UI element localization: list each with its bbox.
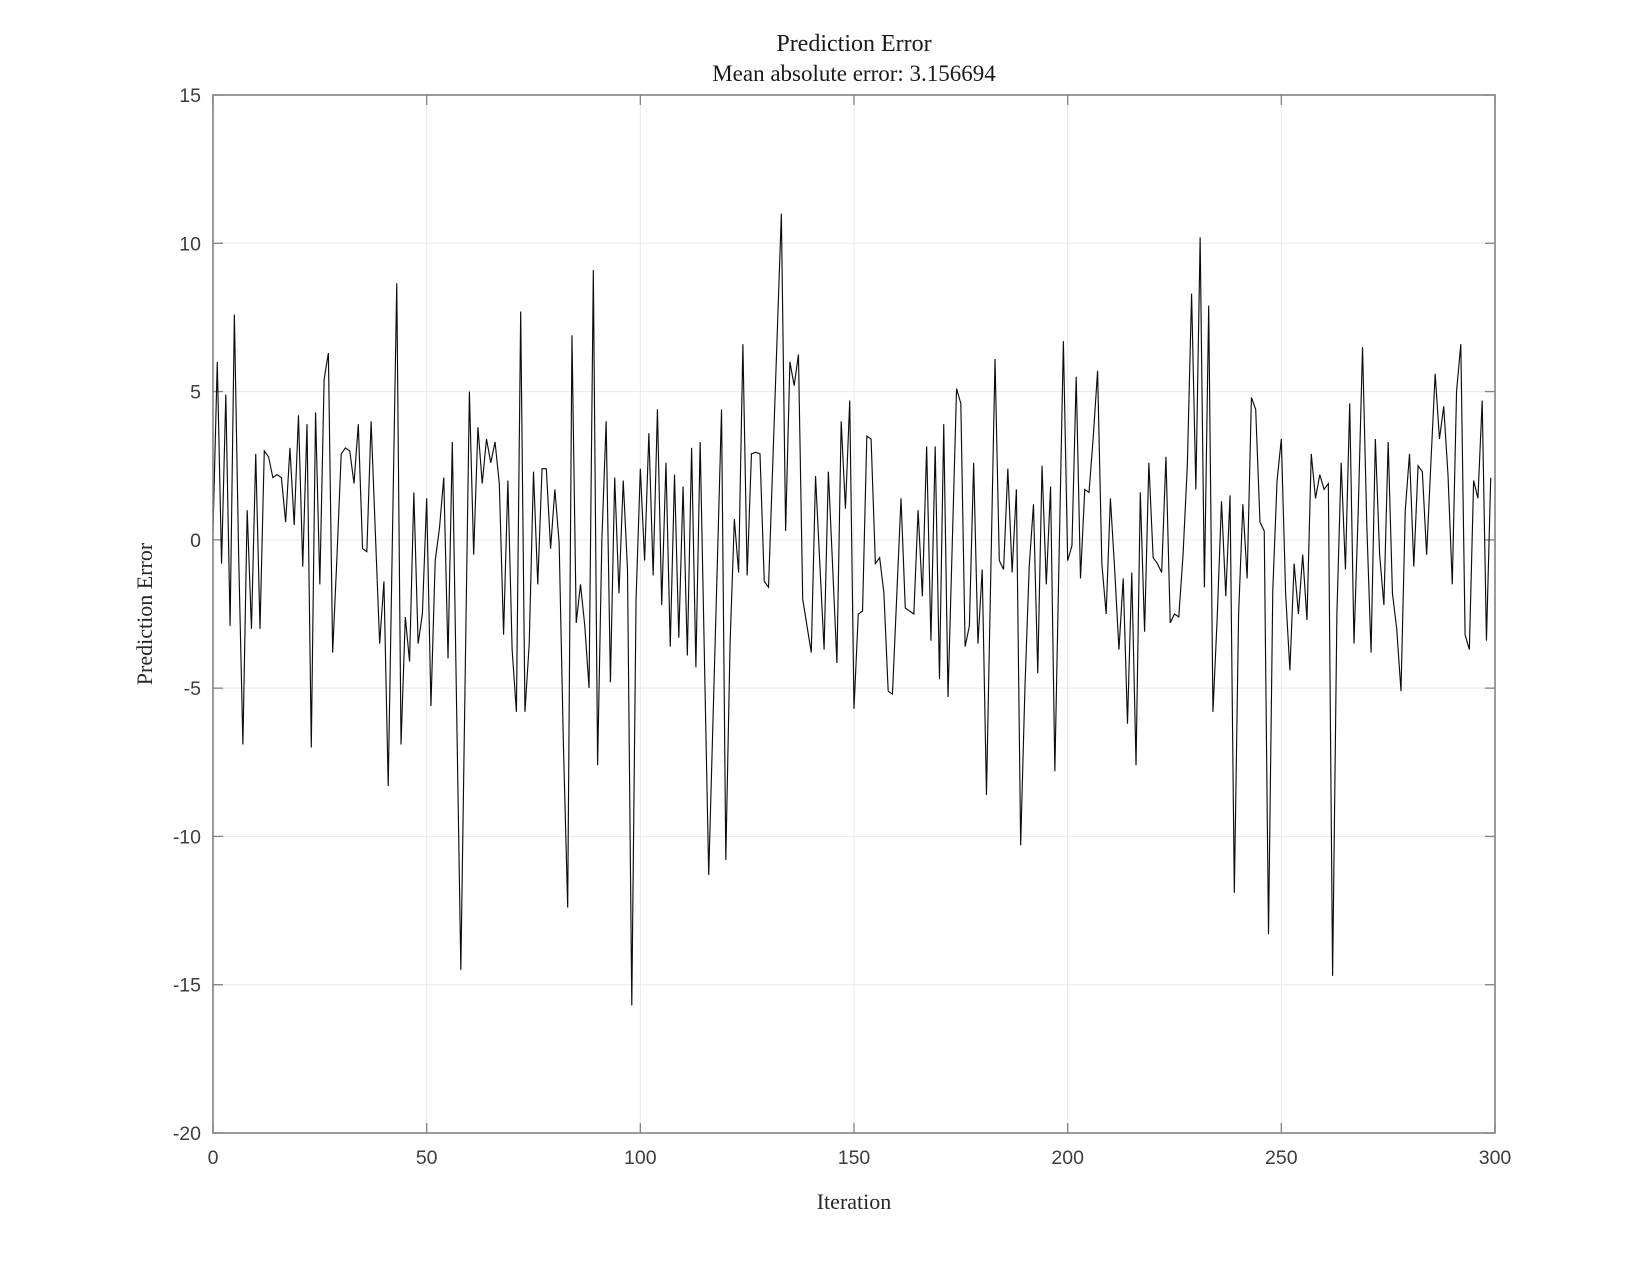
prediction-error-series [212,213,1492,1006]
y-tick-label: -15 [173,975,201,997]
chart-title: Prediction Error [776,31,931,57]
axes-box [212,94,1496,1134]
chart-subtitle: Mean absolute error: 3.156694 [712,61,996,86]
x-tick-label: 300 [1479,1147,1512,1169]
x-tick-label: 0 [208,1147,219,1169]
x-axis-label: Iteration [817,1189,892,1214]
x-tick-label: 100 [624,1147,657,1169]
y-tick-label: -10 [173,826,201,848]
y-tick-label: -5 [184,678,201,700]
tick-label-layer: 0 50 100 150 200 250 300 -20 -15 -10 -5 0 5 10 15 [173,85,1512,1169]
series-layer [212,213,1492,1006]
x-tick-label: 150 [838,1147,871,1169]
y-axis-label: Prediction Error [132,542,157,685]
x-tick-label: 50 [416,1147,438,1169]
y-tick-label: 10 [179,233,201,255]
x-tick-label: 250 [1265,1147,1298,1169]
y-tick-label: 5 [190,382,201,404]
y-tick-label: 0 [190,530,201,552]
y-tick-label: -20 [173,1123,201,1145]
x-tick-label: 200 [1051,1147,1084,1169]
y-tick-label: 15 [179,85,201,107]
grid-layer [213,94,1496,1133]
